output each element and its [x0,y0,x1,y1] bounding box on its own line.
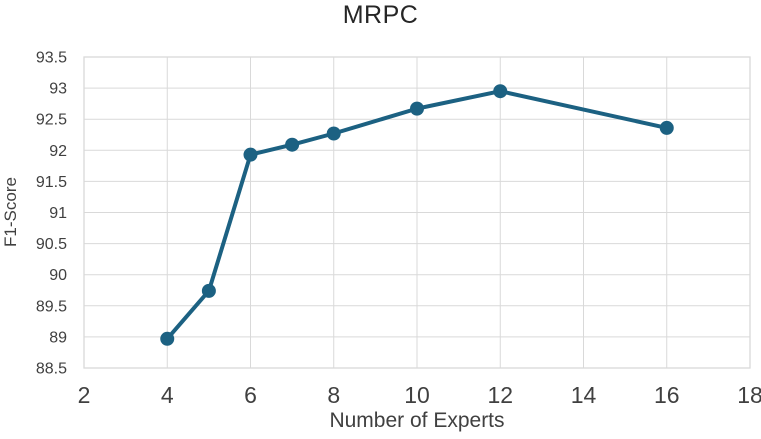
data-point [493,84,508,99]
x-tick-label: 2 [78,382,91,408]
y-tick-label: 90 [49,267,67,284]
data-point [410,101,424,116]
x-tick-label: 12 [487,382,513,408]
x-tick-label: 4 [161,382,174,408]
y-tick-label: 91 [49,205,67,222]
y-axis-title: F1-Score [1,177,20,247]
data-point [659,120,674,135]
y-tick-label: 92 [49,143,67,160]
x-tick-label: 6 [244,382,257,408]
y-tick-label: 89.5 [36,298,67,315]
y-tick-label: 92.5 [36,112,67,129]
chart-title: MRPC [342,1,419,29]
data-point [243,147,258,162]
data-point [326,126,341,141]
x-tick-label: 10 [404,382,430,408]
series-line [165,89,669,341]
y-tick-label: 89 [49,329,67,346]
plot-border [83,56,751,369]
x-tick-label: 16 [654,382,680,408]
data-point [160,331,175,346]
y-tick-label: 93.5 [36,50,67,67]
y-tick-label: 88.5 [36,361,67,378]
y-tick-label: 91.5 [36,174,67,191]
y-tick-label: 93 [49,81,67,98]
y-tick-label: 90.5 [36,236,67,253]
data-point [285,137,300,152]
data-point [201,283,216,298]
x-tick-label: 8 [327,382,340,408]
x-axis-title: Number of Experts [329,409,505,432]
x-tick-label: 18 [737,382,761,408]
x-tick-label: 14 [571,382,597,408]
